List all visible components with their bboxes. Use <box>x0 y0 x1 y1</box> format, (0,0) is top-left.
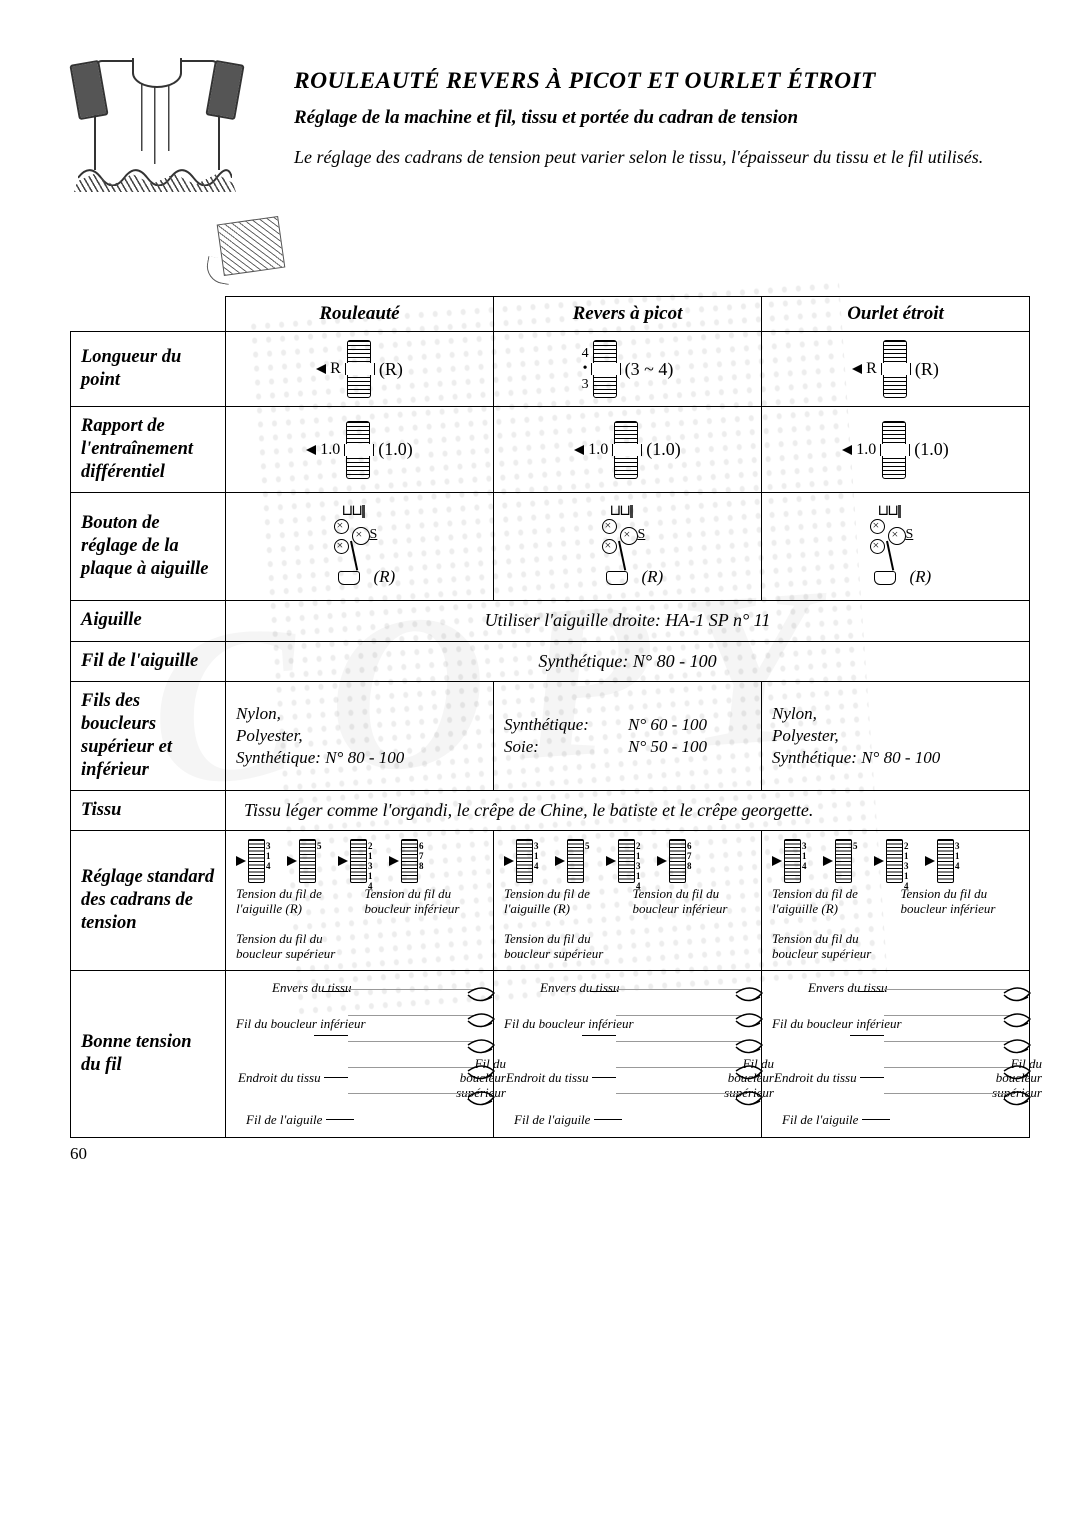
label-reglage: Réglage standard des cadrans de tension <box>71 831 226 971</box>
dial-longueur-revers: 4•3 (3 ~ 4) <box>504 340 751 398</box>
reglage-rouleaute: 314521314678 Tension du fil de l'aiguill… <box>226 831 494 971</box>
row-longueur: Longueur du point R (R) 4•3 (3 ~ 4) R (R… <box>71 332 1030 407</box>
stitch-rouleaute: Envers du tissuFil du boucleur inférieur… <box>236 979 506 1129</box>
label-bouton: Bouton de réglage de la plaque à aiguill… <box>71 493 226 601</box>
page-subtitle: Réglage de la machine et fil, tissu et p… <box>294 107 1020 129</box>
label-bonne: Bonne tension du fil <box>71 970 226 1137</box>
stitch-revers: Envers du tissuFil du boucleur inférieur… <box>504 979 774 1129</box>
stitch-ourlet: Envers du tissuFil du boucleur inférieur… <box>772 979 1042 1129</box>
label-tissu: Tissu <box>71 791 226 831</box>
tissu-text: Tissu léger comme l'organdi, le crêpe de… <box>226 791 1030 831</box>
row-reglage: Réglage standard des cadrans de tension … <box>71 831 1030 971</box>
fils-revers: Synthétique:N° 60 - 100 Soie:N° 50 - 100 <box>494 681 762 791</box>
label-aiguille: Aiguille <box>71 601 226 641</box>
row-tissu: Tissu Tissu léger comme l'organdi, le cr… <box>71 791 1030 831</box>
fils-rouleaute: Nylon, Polyester, Synthétique: N° 80 - 1… <box>226 681 494 791</box>
row-bonne: Bonne tension du fil Envers du tissuFil … <box>71 970 1030 1137</box>
fil-aiguille-text: Synthétique: N° 80 - 100 <box>226 641 1030 681</box>
row-fil-aiguille: Fil de l'aiguille Synthétique: N° 80 - 1… <box>71 641 1030 681</box>
label-fils-boucleurs: Fils des boucleurs supérieur et inférieu… <box>71 681 226 791</box>
plate-rouleaute: ⊔⊔||| × × × S (R) <box>320 501 400 587</box>
plate-revers: ⊔⊔||| × × × S (R) <box>588 501 668 587</box>
row-fils-boucleurs: Fils des boucleurs supérieur et inférieu… <box>71 681 1030 791</box>
dial-rapport-ourlet: 1.0 (1.0) <box>772 421 1019 479</box>
col-revers: Revers à picot <box>494 297 762 332</box>
dial-longueur-rouleaute: R (R) <box>236 340 483 398</box>
reglage-revers: 314521314678 Tension du fil de l'aiguill… <box>494 831 762 971</box>
settings-table: Rouleauté Revers à picot Ourlet étroit L… <box>70 296 1030 1138</box>
dial-rapport-rouleaute: 1.0 (1.0) <box>236 421 483 479</box>
row-aiguille: Aiguille Utiliser l'aiguille droite: HA-… <box>71 601 1030 641</box>
row-rapport: Rapport de l'entraînement différentiel 1… <box>71 407 1030 493</box>
col-ourlet: Ourlet étroit <box>762 297 1030 332</box>
garment-sketch <box>70 60 270 280</box>
reglage-ourlet: 314521314314 Tension du fil de l'aiguill… <box>762 831 1030 971</box>
row-bouton: Bouton de réglage de la plaque à aiguill… <box>71 493 1030 601</box>
dial-rapport-revers: 1.0 (1.0) <box>504 421 751 479</box>
page-title: ROULEAUTÉ REVERS À PICOT ET OURLET ÉTROI… <box>294 68 1020 95</box>
dial-longueur-ourlet: R (R) <box>772 340 1019 398</box>
label-longueur: Longueur du point <box>71 332 226 407</box>
col-rouleaute: Rouleauté <box>226 297 494 332</box>
plate-ourlet: ⊔⊔||| × × × S (R) <box>856 501 936 587</box>
label-fil-aiguille: Fil de l'aiguille <box>71 641 226 681</box>
intro-text: Le réglage des cadrans de tension peut v… <box>294 147 1020 168</box>
fils-ourlet: Nylon, Polyester, Synthétique: N° 80 - 1… <box>762 681 1030 791</box>
page-number: 60 <box>70 1144 1020 1164</box>
header-row: Rouleauté Revers à picot Ourlet étroit <box>71 297 1030 332</box>
aiguille-text: Utiliser l'aiguille droite: HA-1 SP n° 1… <box>226 601 1030 641</box>
label-rapport: Rapport de l'entraînement différentiel <box>71 407 226 493</box>
